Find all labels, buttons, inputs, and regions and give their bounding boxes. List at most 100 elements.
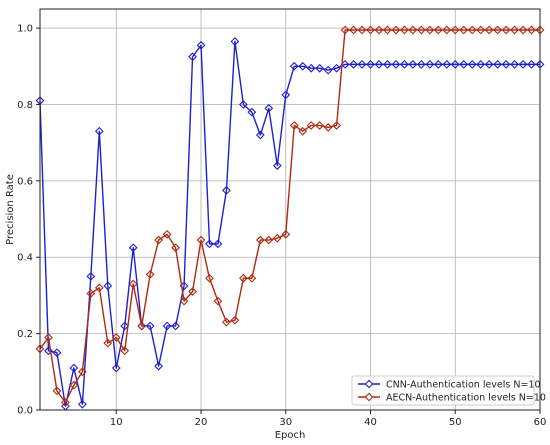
data-point <box>239 100 248 109</box>
data-point <box>272 233 282 243</box>
legend: CNN-Authentication levels N=10 AECN-Authe… <box>351 375 546 406</box>
series-line <box>39 40 540 407</box>
data-point <box>281 90 291 100</box>
data-point <box>366 59 375 69</box>
data-point <box>493 25 503 35</box>
x-tick-label: 40 <box>364 417 377 428</box>
data-point <box>171 321 180 331</box>
legend-box <box>351 375 535 406</box>
data-point <box>493 59 503 69</box>
x-tick-label: 10 <box>110 417 123 428</box>
data-point <box>476 25 486 35</box>
data-point <box>501 25 511 35</box>
data-point <box>272 161 282 170</box>
y-tick-label: 0.6 <box>17 176 33 187</box>
data-point <box>255 235 265 245</box>
data-point <box>484 25 494 35</box>
data-point <box>205 273 214 283</box>
data-point <box>366 25 375 35</box>
data-point <box>94 283 104 293</box>
data-point <box>154 361 164 371</box>
legend-label: AECN-Authentication levels N=10 <box>386 393 546 404</box>
data-point <box>94 126 104 136</box>
data-point <box>298 126 308 136</box>
data-point <box>247 273 257 283</box>
legend-marker <box>364 392 374 402</box>
data-point <box>467 59 477 69</box>
data-point <box>188 287 197 296</box>
data-point <box>137 321 147 331</box>
data-point <box>264 235 274 245</box>
data-point <box>484 59 494 69</box>
data-point <box>196 40 206 50</box>
data-point <box>120 346 130 356</box>
data-point <box>459 25 469 35</box>
data-point <box>264 103 274 113</box>
data-point <box>162 229 172 239</box>
data-point <box>128 279 138 289</box>
data-point <box>416 59 426 69</box>
data-point <box>61 397 70 407</box>
data-point <box>44 333 53 342</box>
legend-label: CNN-Authentication levels N=10 <box>386 380 541 391</box>
data-point <box>425 25 435 35</box>
data-point <box>510 25 519 35</box>
data-point <box>374 25 384 35</box>
data-point <box>247 107 257 117</box>
data-point <box>239 273 248 283</box>
legend-entry: CNN-Authentication levels N=10 <box>358 380 541 391</box>
data-point <box>196 235 206 245</box>
data-point <box>315 121 325 130</box>
data-point <box>69 363 79 373</box>
data-point <box>289 61 299 71</box>
data-point <box>467 25 477 35</box>
y-tick-label: 0.8 <box>17 100 33 111</box>
data-point <box>222 186 231 195</box>
data-point <box>255 130 265 140</box>
data-point <box>281 229 291 239</box>
legend-entry: AECN-Authentication levels N=10 <box>358 393 546 404</box>
data-point <box>145 270 155 279</box>
data-point <box>103 281 113 291</box>
axis-ticks: 10 20 30 40 50 60 0.0 0.2 0.4 0.6 0.8 1.0 <box>17 24 546 428</box>
data-point <box>162 321 172 331</box>
data-point <box>416 25 426 35</box>
data-point <box>289 121 299 130</box>
data-point <box>315 63 325 73</box>
data-point <box>120 321 130 331</box>
data-point <box>408 25 418 35</box>
x-tick-label: 20 <box>195 417 208 428</box>
data-point <box>501 59 511 69</box>
data-point <box>349 25 358 35</box>
data-point <box>298 61 308 71</box>
data-point <box>349 59 358 69</box>
data-point <box>230 37 240 46</box>
data-point <box>400 25 409 35</box>
data-point <box>222 317 231 327</box>
data-point <box>171 243 180 253</box>
data-point <box>357 59 367 69</box>
data-point <box>69 380 79 390</box>
data-point <box>77 399 87 409</box>
data-point <box>391 25 401 35</box>
data-point <box>518 59 528 69</box>
data-point <box>527 25 536 35</box>
data-point <box>442 59 452 69</box>
data-point <box>306 63 316 73</box>
data-point <box>425 59 435 69</box>
data-point <box>374 59 384 69</box>
series-layer <box>35 25 545 411</box>
data-point <box>213 296 223 306</box>
data-point <box>442 25 452 35</box>
data-point <box>450 25 460 35</box>
data-point <box>103 338 113 348</box>
data-point <box>357 25 367 35</box>
data-point <box>476 59 486 69</box>
data-point <box>518 25 528 35</box>
data-point <box>77 367 87 377</box>
data-point <box>52 386 62 396</box>
data-point <box>408 59 418 69</box>
series-2 <box>35 25 545 407</box>
y-tick-label: 0.0 <box>17 406 33 417</box>
